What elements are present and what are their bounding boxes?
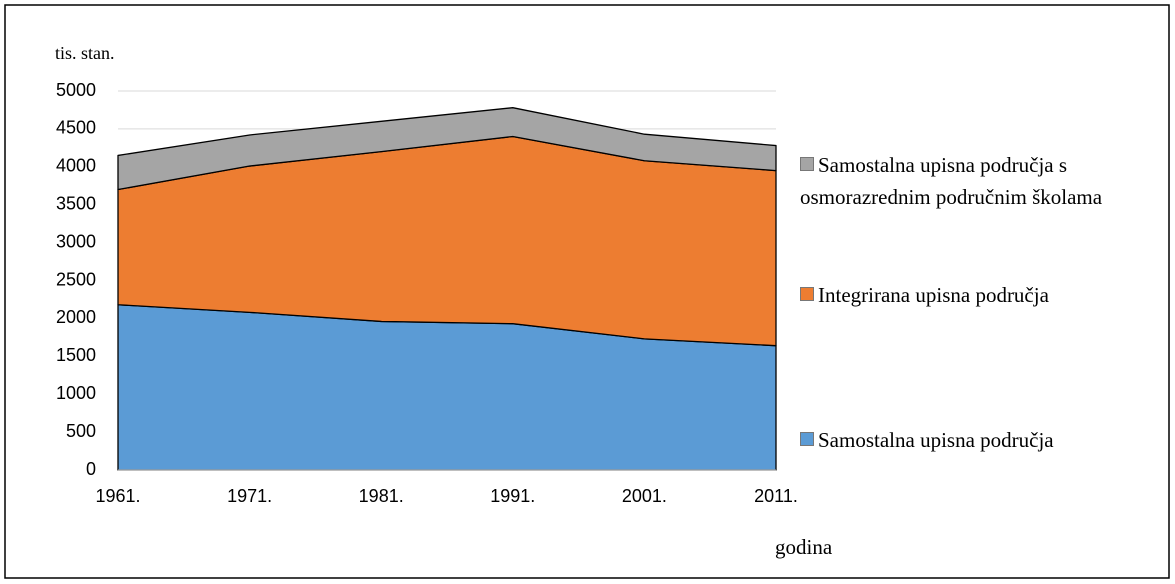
legend-swatch: [800, 432, 814, 446]
y-tick-label: 3500: [56, 193, 96, 213]
legend-label: Samostalna upisna područja s osmorazredn…: [800, 153, 1103, 209]
x-tick-label: 1971.: [227, 486, 272, 506]
y-tick-label: 4000: [56, 156, 96, 176]
y-tick-label: 5000: [56, 80, 96, 100]
y-tick-label: 1000: [56, 383, 96, 403]
y-tick-label: 2000: [56, 307, 96, 327]
x-tick-label: 2001.: [622, 486, 667, 506]
y-tick-label: 500: [66, 421, 96, 441]
y-tick-label: 3000: [56, 231, 96, 251]
y-axis-label: tis. stan.: [55, 43, 115, 63]
legend-item: Samostalna upisna područja s osmorazredn…: [800, 149, 1145, 213]
x-tick-label: 2011.: [754, 486, 798, 506]
legend-label: Samostalna upisna područja: [818, 428, 1054, 452]
x-tick-label: 1961.: [95, 486, 140, 506]
legend-label: Integrirana upisna područja: [818, 283, 1049, 307]
y-tick-label: 2500: [56, 269, 96, 289]
x-tick-label: 1991.: [490, 486, 535, 506]
x-axis-label: godina: [775, 535, 833, 559]
frame: [4, 4, 1170, 579]
legend-swatch: [800, 157, 814, 171]
x-tick-label: 1981.: [359, 486, 404, 506]
legend-item: Samostalna upisna područja: [800, 424, 1145, 456]
legend-item: Integrirana upisna područja: [800, 279, 1145, 311]
y-tick-label: 4500: [56, 118, 96, 138]
y-tick-label: 0: [86, 459, 96, 479]
y-tick-label: 1500: [56, 345, 96, 365]
area: [117, 107, 777, 191]
legend-swatch: [800, 287, 814, 301]
